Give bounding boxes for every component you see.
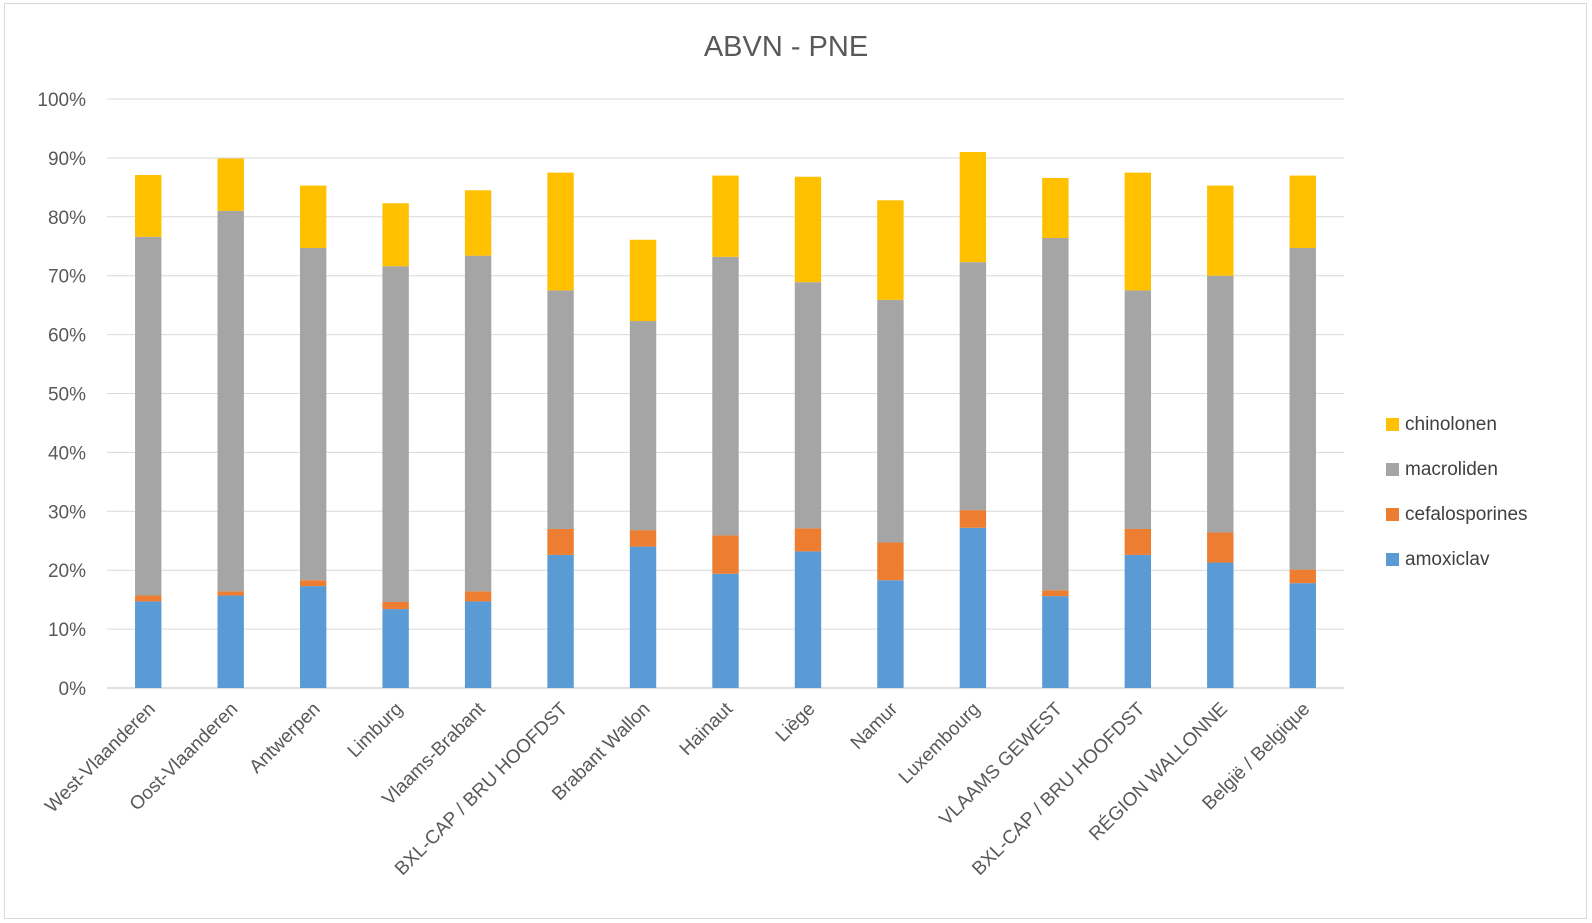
bar-segment-cefalosporines [712, 535, 739, 574]
bar-segment-cefalosporines [959, 510, 987, 528]
bar-segment-macroliden [547, 290, 574, 529]
bar-segment-amoxiclav [217, 595, 244, 688]
bar-segment-chinolonen [877, 200, 904, 300]
x-tick-label: Hainaut [676, 698, 738, 760]
bar-segment-macroliden [1207, 275, 1234, 533]
bar-segment-cefalosporines [1289, 569, 1316, 584]
bar-segment-amoxiclav [382, 609, 409, 688]
legend-swatch-amoxiclav [1386, 553, 1399, 566]
x-tick-label: Limburg [344, 699, 407, 762]
bar-segment-chinolonen [382, 203, 409, 267]
bar-segment-macroliden [1124, 290, 1152, 529]
bar-segment-cefalosporines [877, 542, 904, 581]
bar-segment-macroliden [629, 321, 657, 531]
bar-segment-cefalosporines [794, 528, 822, 552]
bar-segment-amoxiclav [794, 551, 822, 688]
bar-segment-amoxiclav [629, 546, 657, 688]
legend-swatch-chinolonen [1386, 418, 1399, 431]
bar-segment-cefalosporines [1207, 532, 1234, 563]
y-tick-label: 20% [48, 561, 86, 582]
bar-segment-amoxiclav [547, 554, 574, 688]
bars [135, 152, 1316, 688]
x-tick-label: Antwerpen [246, 699, 325, 778]
bar-segment-cefalosporines [382, 602, 409, 610]
legend-swatch-macroliden [1386, 463, 1399, 476]
bar-segment-chinolonen [299, 185, 327, 249]
y-tick-label: 90% [48, 149, 86, 170]
y-tick-label: 40% [48, 443, 86, 464]
bar-segment-chinolonen [547, 172, 574, 291]
bar-segment-macroliden [1289, 248, 1316, 570]
bar-segment-chinolonen [1042, 177, 1069, 239]
bar-segment-cefalosporines [464, 591, 492, 602]
bar-segment-chinolonen [959, 152, 987, 263]
bar-segment-macroliden [382, 266, 409, 603]
bar-segment-cefalosporines [547, 528, 574, 555]
bar-segment-amoxiclav [1124, 554, 1152, 688]
bar-segment-macroliden [959, 262, 987, 511]
y-tick-label: 100% [37, 90, 86, 111]
legend-swatch-cefalosporines [1386, 508, 1399, 521]
bar-segment-chinolonen [217, 158, 244, 211]
bar-segment-chinolonen [629, 239, 657, 322]
chart-title: ABVN - PNE [704, 31, 868, 63]
legend-label-macroliden: macroliden [1405, 459, 1498, 480]
bar-segment-chinolonen [1124, 172, 1152, 291]
bar-segment-chinolonen [1289, 175, 1316, 249]
bar-segment-cefalosporines [217, 591, 244, 596]
bar-segment-amoxiclav [464, 601, 492, 688]
y-tick-label: 80% [48, 208, 86, 229]
y-tick-label: 30% [48, 502, 86, 523]
bar-segment-chinolonen [135, 174, 162, 237]
bar-segment-macroliden [1042, 238, 1069, 591]
x-tick-label: BXL-CAP / BRU HOOFDST [391, 698, 572, 879]
bar-segment-cefalosporines [299, 580, 327, 587]
bar-segment-amoxiclav [877, 580, 904, 688]
bar-segment-amoxiclav [1289, 583, 1316, 688]
bar-segment-cefalosporines [1042, 590, 1069, 597]
y-tick-label: 10% [48, 620, 86, 641]
bar-segment-macroliden [794, 282, 822, 529]
y-tick-label: 0% [59, 679, 87, 700]
bar-segment-cefalosporines [629, 530, 657, 547]
x-tick-label: RÉGION WALLONNE [1085, 699, 1231, 845]
x-tick-label: Liège [772, 699, 820, 747]
legend-label-cefalosporines: cefalosporines [1405, 504, 1528, 525]
bar-segment-macroliden [135, 236, 162, 596]
legend-label-amoxiclav: amoxiclav [1405, 549, 1490, 570]
bar-segment-macroliden [877, 299, 904, 543]
bar-segment-cefalosporines [1124, 528, 1152, 555]
bar-segment-amoxiclav [135, 601, 162, 688]
bar-segment-chinolonen [1207, 185, 1234, 276]
y-axis-ticks: 0% 10% 20% 30% 40% 50% 60% 70% 80% 90% 100% [37, 90, 86, 700]
bar-segment-amoxiclav [959, 527, 987, 688]
x-tick-label: BXL-CAP / BRU HOOFDST [968, 698, 1149, 879]
bar-segment-macroliden [712, 256, 739, 536]
bar-segment-macroliden [217, 210, 244, 592]
bar-segment-chinolonen [794, 176, 822, 283]
bar-segment-amoxiclav [712, 573, 739, 688]
bar-segment-amoxiclav [299, 586, 327, 688]
bar-segment-chinolonen [464, 190, 492, 256]
x-tick-label: Luxembourg [895, 699, 985, 789]
x-tick-label: Namur [847, 698, 903, 754]
y-tick-label: 60% [48, 326, 86, 347]
bar-segment-macroliden [464, 255, 492, 592]
legend: chinolonen macroliden cefalosporines amoxic… [1386, 414, 1528, 570]
bar-segment-chinolonen [712, 175, 739, 257]
bar-segment-macroliden [299, 248, 327, 581]
y-tick-label: 50% [48, 385, 86, 406]
bar-segment-amoxiclav [1207, 562, 1234, 688]
bar-segment-cefalosporines [135, 595, 162, 602]
y-tick-label: 70% [48, 267, 86, 288]
legend-label-chinolonen: chinolonen [1405, 414, 1497, 435]
bar-segment-amoxiclav [1042, 596, 1069, 688]
